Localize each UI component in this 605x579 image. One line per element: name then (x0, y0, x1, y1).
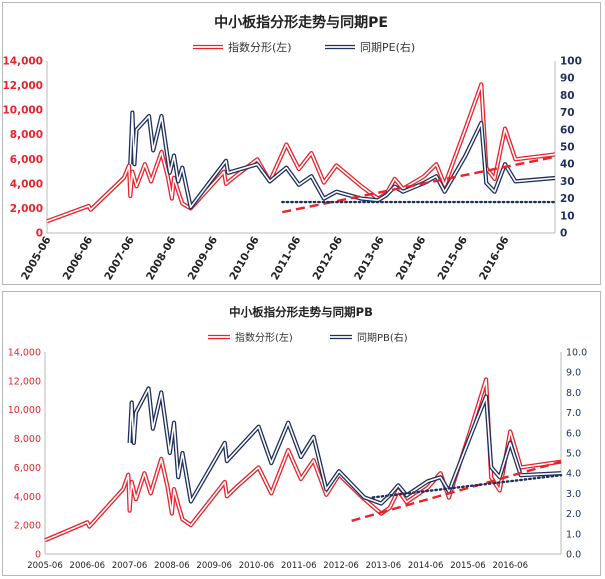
y-left-tick-label: 2,000 (10, 203, 43, 215)
chart-title: 中小板指分形走势与同期PB (229, 305, 373, 319)
legend-entry: 指数分形(左) (228, 40, 292, 54)
x-tick-label: 2006-06 (70, 561, 106, 571)
x-tick-label: 2014-06 (394, 235, 428, 283)
y-right-tick-label: 8.0 (566, 388, 581, 399)
y-right-tick-label: 10 (560, 210, 575, 222)
x-tick-label: 2012-06 (311, 235, 345, 283)
y-right-tick-label: 30 (560, 176, 575, 188)
x-tick-label: 2013-06 (352, 235, 386, 283)
chart-title: 中小板指分形走势与同期PE (214, 14, 388, 31)
y-right-tick-label: 90 (560, 73, 575, 85)
x-tick-label: 2014-06 (408, 561, 444, 571)
series-line-inner (129, 111, 556, 208)
y-left-tick-label: 14,000 (8, 348, 41, 359)
y-left-tick-label: 2,000 (14, 521, 41, 532)
pe-chart: 中小板指分形走势与同期PE 指数分形(左) 同期PE(右) 0 2,000 4,000 6,… (2, 14, 582, 283)
x-tick-label: 2008-06 (154, 561, 190, 571)
y-left-tick-label: 6,000 (10, 154, 43, 166)
x-tick-label: 2010-06 (227, 235, 261, 283)
y-right-tick-label: 2.0 (566, 509, 581, 520)
series-line-inner (46, 83, 556, 223)
x-tick-label: 2015-06 (435, 235, 469, 283)
x-tick-label: 2016-06 (477, 235, 511, 283)
x-tick-label: 2005-06 (19, 235, 53, 283)
legend-entry: 指数分形(左) (235, 331, 293, 344)
trendline (351, 460, 562, 522)
x-tick-label: 2011-06 (269, 235, 303, 283)
y-right-tick-label: 50 (560, 142, 575, 154)
x-tick-label: 2012-06 (323, 561, 359, 571)
trendline (371, 474, 563, 499)
y-right-tick-label: 6.0 (566, 428, 581, 439)
y-right-tick-label: 10.0 (566, 348, 587, 359)
y-left-tick-label: 10,000 (3, 105, 43, 117)
x-tick-label: 2010-06 (239, 561, 275, 571)
y-right-tick-label: 0 (560, 228, 567, 240)
y-right-tick-label: 7.0 (566, 408, 581, 419)
series-line (46, 82, 556, 224)
x-tick-label: 2016-06 (492, 561, 528, 571)
legend-entry: 同期PE(右) (360, 40, 415, 54)
y-right-tick-label: 70 (560, 107, 575, 119)
y-left-tick-label: 6,000 (14, 463, 41, 474)
x-tick-label: 2009-06 (196, 561, 232, 571)
y-left-tick-label: 4,000 (14, 492, 41, 503)
pb-chart-panel: 中小板指分形走势与同期PB 指数分形(左) 同期PB(右) 0 2,000 4,000 6,… (2, 291, 601, 576)
y-right-tick-label: 9.0 (566, 368, 581, 379)
x-tick-label: 2013-06 (366, 561, 402, 571)
y-left-tick-label: 10,000 (8, 405, 41, 416)
x-tick-label: 2007-06 (102, 235, 136, 283)
y-left-tick-label: 0 (35, 550, 41, 561)
y-left-tick-label: 0 (36, 228, 43, 240)
pb-chart: 中小板指分形走势与同期PB 指数分形(左) 同期PB(右) 0 2,000 4,000 6,… (8, 305, 587, 571)
x-tick-label: 2009-06 (186, 235, 220, 283)
y-right-tick-label: 20 (560, 193, 575, 205)
y-right-tick-label: 100 (560, 56, 582, 68)
x-tick-label: 2015-06 (450, 561, 486, 571)
y-left-tick-label: 12,000 (8, 376, 41, 387)
pe-chart-panel: 中小板指分形走势与同期PE 指数分形(左) 同期PE(右) 0 2,000 4,000 6,… (2, 2, 601, 285)
x-tick-label: 2007-06 (112, 561, 148, 571)
x-tick-label: 2008-06 (144, 235, 178, 283)
y-right-tick-label: 4.0 (566, 469, 581, 480)
x-tick-label: 2006-06 (61, 235, 95, 283)
y-right-tick-label: 5.0 (566, 449, 581, 460)
y-left-tick-label: 14,000 (3, 56, 43, 68)
y-left-tick-label: 8,000 (10, 129, 43, 141)
x-tick-label: 2011-06 (281, 561, 317, 571)
y-right-tick-label: 60 (560, 124, 575, 136)
y-right-tick-label: 40 (560, 159, 575, 171)
y-left-tick-label: 4,000 (10, 178, 43, 190)
x-tick-label: 2005-06 (27, 561, 63, 571)
y-right-tick-label: 1.0 (566, 529, 581, 540)
legend-entry: 同期PB(右) (357, 331, 408, 344)
y-right-tick-label: 3.0 (566, 489, 581, 500)
y-right-tick-label: 0.0 (566, 550, 581, 561)
y-left-tick-label: 12,000 (3, 80, 43, 92)
y-right-tick-label: 80 (560, 90, 575, 102)
series-line-inner (128, 387, 562, 505)
y-left-tick-label: 8,000 (14, 434, 41, 445)
